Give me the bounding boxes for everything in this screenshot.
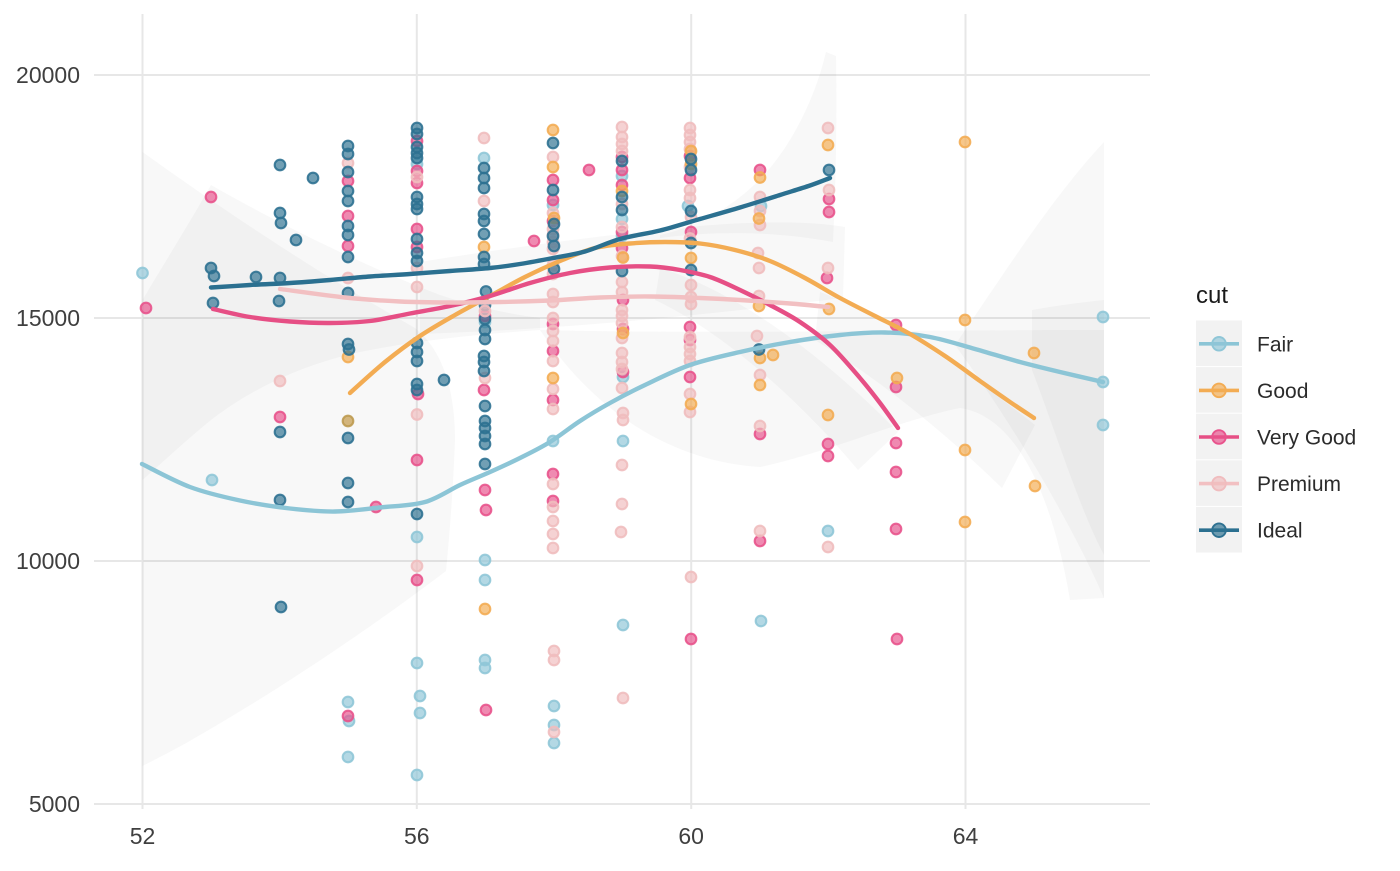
svg-text:15000: 15000 bbox=[16, 305, 80, 331]
svg-text:10000: 10000 bbox=[16, 548, 80, 574]
svg-text:5000: 5000 bbox=[29, 791, 80, 817]
svg-text:Good: Good bbox=[1257, 380, 1308, 403]
svg-text:Ideal: Ideal bbox=[1257, 520, 1303, 543]
svg-text:cut: cut bbox=[1196, 282, 1228, 309]
svg-text:52: 52 bbox=[130, 823, 156, 849]
svg-text:64: 64 bbox=[953, 823, 979, 849]
svg-text:Fair: Fair bbox=[1257, 333, 1293, 356]
svg-text:20000: 20000 bbox=[16, 62, 80, 88]
svg-text:56: 56 bbox=[404, 823, 430, 849]
svg-text:Premium: Premium bbox=[1257, 473, 1341, 496]
svg-text:Very Good: Very Good bbox=[1257, 427, 1356, 450]
svg-text:60: 60 bbox=[678, 823, 704, 849]
